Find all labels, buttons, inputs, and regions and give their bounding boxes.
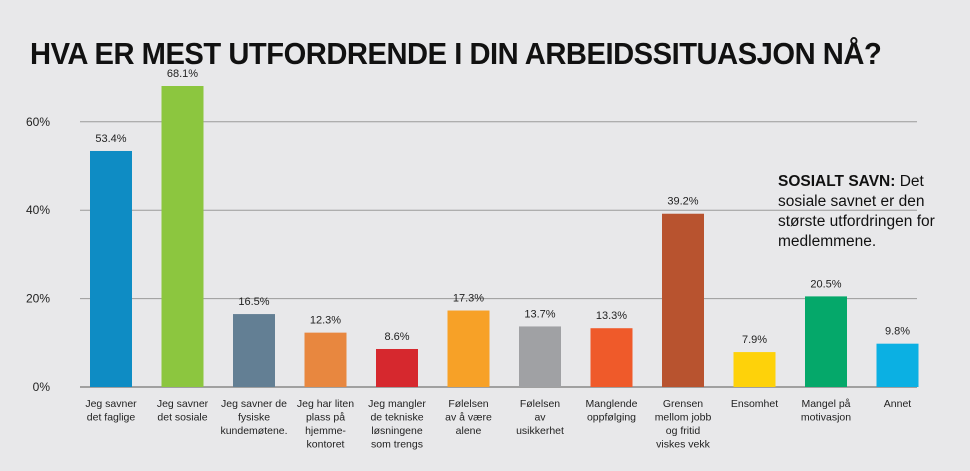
x-tick-label: plass på (306, 412, 345, 424)
x-tick-label: det sosiale (157, 412, 207, 424)
x-tick-label: Jeg savner de (221, 398, 287, 410)
note-heading: SOSIALT SAVN: (778, 173, 896, 190)
annotation-note: SOSIALT SAVN: Det sosiale savnet er den … (778, 172, 958, 252)
x-tick-label: løsningene (371, 425, 423, 437)
x-tick-label: kontoret (307, 439, 345, 451)
x-tick-label: Jeg har liten (297, 398, 354, 410)
bar (304, 332, 347, 387)
x-tick-label: som trengs (371, 439, 423, 451)
x-tick-label: de tekniske (370, 412, 423, 424)
y-tick-label: 0% (33, 380, 51, 394)
bar (376, 348, 418, 387)
data-label: 7.9% (742, 334, 767, 346)
data-label: 17.3% (453, 293, 484, 305)
x-tick-label: alene (456, 425, 482, 437)
y-tick-label: 60% (26, 115, 50, 129)
bar (733, 352, 776, 387)
x-tick-label: Manglende (586, 398, 638, 410)
x-tick-label: Ensomhet (731, 398, 778, 410)
data-label: 16.5% (238, 296, 269, 308)
y-tick-label: 40% (26, 203, 50, 217)
x-tick-label: Følelsen (448, 398, 488, 410)
y-tick-label: 20% (26, 292, 50, 306)
data-label: 9.8% (885, 326, 910, 338)
x-tick-label: fysiske (238, 412, 270, 424)
x-tick-label: det faglige (87, 412, 136, 424)
data-label: 53.4% (95, 133, 126, 145)
bar (90, 150, 132, 387)
note-text: Det sosiale savnet er den største utford… (778, 173, 935, 250)
x-tick-label: Jeg mangler (368, 398, 426, 410)
data-label: 12.3% (310, 315, 341, 327)
x-tick-label: usikkerhet (516, 425, 564, 437)
bar (876, 343, 919, 387)
bar (662, 213, 704, 387)
data-label: 8.6% (384, 331, 409, 343)
bar (233, 314, 275, 387)
x-tick-label: Annet (884, 398, 912, 410)
data-label: 13.7% (524, 308, 555, 320)
data-label: 39.2% (667, 196, 698, 208)
bar (447, 310, 490, 387)
x-tick-label: Følelsen (520, 398, 560, 410)
x-tick-label: og fritid (666, 425, 701, 437)
x-tick-label: oppfølging (587, 412, 636, 424)
data-label: 13.3% (596, 310, 627, 322)
data-label: 68.1% (167, 68, 198, 80)
bar (519, 326, 561, 387)
x-tick-label: viskes vekk (656, 439, 710, 451)
x-tick-label: mellom jobb (655, 412, 712, 424)
x-tick-label: Jeg savner (157, 398, 209, 410)
bar (805, 296, 847, 387)
bar (590, 328, 633, 387)
x-tick-label: Grensen (663, 398, 703, 410)
bar (161, 85, 204, 388)
x-tick-label: hjemme- (305, 425, 346, 437)
x-tick-label: av (534, 412, 546, 424)
x-tick-label: kundemøtene. (220, 425, 287, 437)
chart-title: HVA ER MEST UTFORDRENDE I DIN ARBEIDSSIT… (30, 36, 882, 71)
x-tick-label: Mangel på (801, 398, 850, 410)
x-tick-label: Jeg savner (85, 398, 137, 410)
x-tick-label: av å være (445, 412, 492, 424)
x-tick-label: motivasjon (801, 412, 851, 424)
data-label: 20.5% (810, 278, 841, 290)
